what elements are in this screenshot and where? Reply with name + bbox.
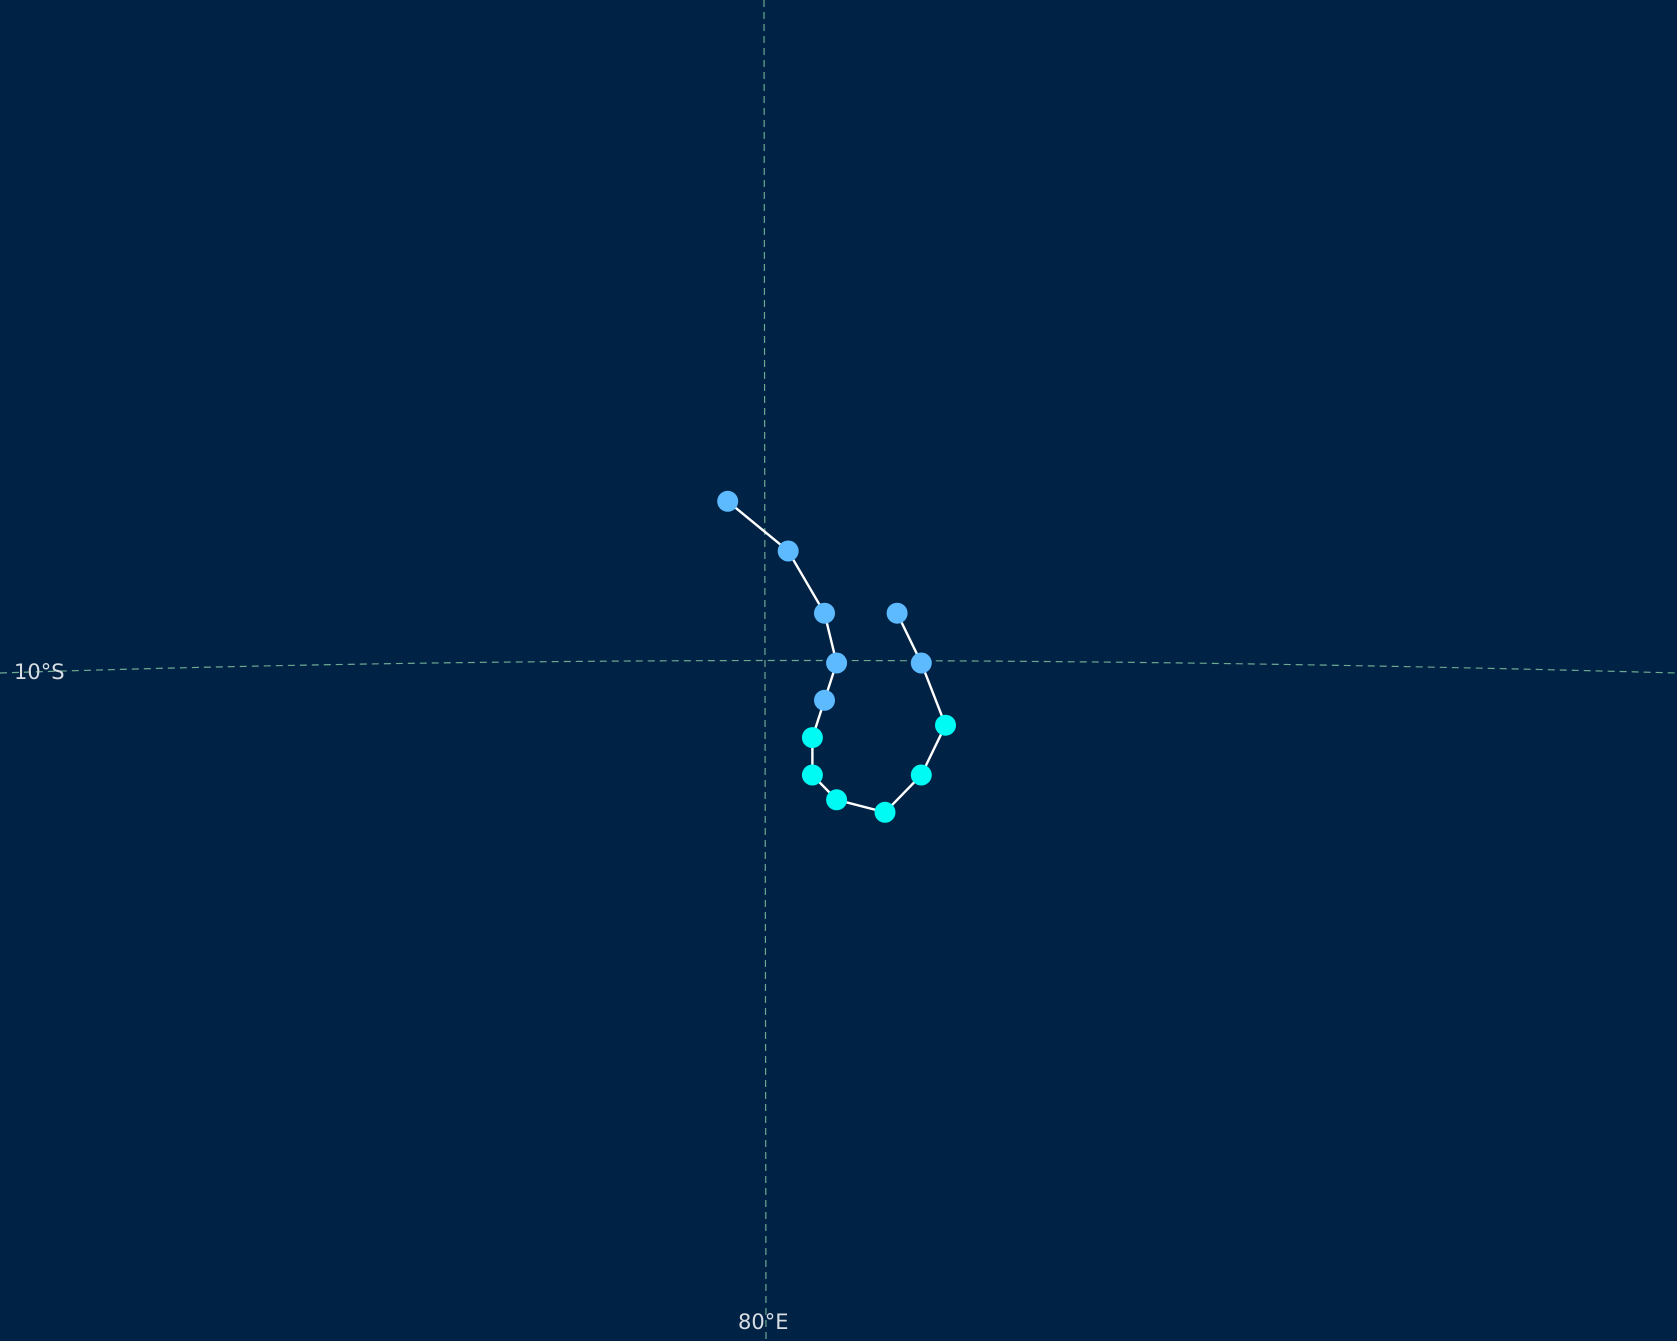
track-point [910,764,932,786]
storm-track [717,490,956,823]
track-point [814,689,835,711]
track-point [826,789,848,811]
track-point [910,652,932,674]
track-point [935,714,956,736]
track-point [874,801,896,823]
track-point [886,602,908,624]
track-point [826,652,848,674]
track-points [717,490,956,823]
longitude-line-80e [763,0,767,1341]
latitude-label: 10°S [14,660,65,684]
longitude-label: 80°E [738,1310,789,1334]
track-point [801,764,823,786]
track-point [777,540,799,562]
track-point [814,602,835,624]
track-point [717,490,739,512]
latitude-line-10s [0,659,1677,674]
track-point [801,727,823,749]
